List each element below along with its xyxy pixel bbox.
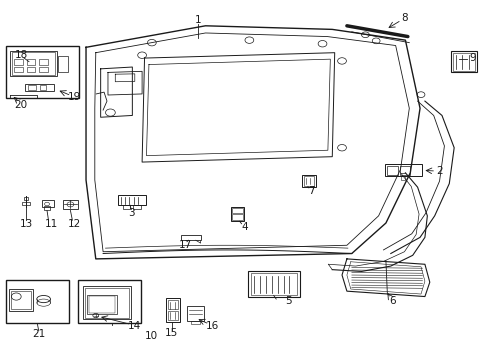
Bar <box>399 166 409 175</box>
Bar <box>39 67 47 72</box>
Bar <box>82 286 131 319</box>
Bar <box>232 208 243 213</box>
Bar <box>27 85 36 90</box>
Bar <box>89 296 115 313</box>
Bar <box>118 195 146 205</box>
Bar <box>5 280 69 323</box>
Bar <box>25 84 54 91</box>
Text: 19: 19 <box>68 92 81 102</box>
Text: 7: 7 <box>307 186 314 197</box>
Text: 21: 21 <box>32 329 45 339</box>
Bar <box>384 164 421 176</box>
Bar <box>40 85 45 90</box>
Bar <box>26 67 35 72</box>
Text: 15: 15 <box>164 328 178 338</box>
Bar <box>133 205 141 210</box>
Bar <box>166 298 180 321</box>
Bar <box>11 291 31 309</box>
Text: 20: 20 <box>15 100 28 110</box>
Text: 4: 4 <box>241 222 247 232</box>
Bar <box>232 215 243 220</box>
Text: 8: 8 <box>400 13 407 23</box>
Text: 10: 10 <box>145 331 158 341</box>
Bar <box>63 200 78 209</box>
Text: 3: 3 <box>128 208 134 218</box>
Bar <box>14 67 23 72</box>
Text: 2: 2 <box>435 166 442 176</box>
Bar <box>386 166 397 175</box>
Text: 1: 1 <box>194 15 201 26</box>
Text: 5: 5 <box>285 296 291 306</box>
Bar <box>10 51 57 76</box>
Bar <box>41 201 54 207</box>
Bar <box>186 306 203 320</box>
Bar <box>190 320 199 324</box>
Text: 14: 14 <box>128 321 141 331</box>
Bar <box>168 301 178 310</box>
Bar <box>450 51 476 72</box>
Bar <box>22 202 30 205</box>
Text: 16: 16 <box>206 321 219 331</box>
Bar <box>14 59 23 64</box>
Bar <box>84 288 129 318</box>
Bar <box>122 205 130 210</box>
Text: 18: 18 <box>15 50 28 60</box>
Text: 9: 9 <box>468 53 475 63</box>
Bar <box>39 59 47 64</box>
Bar <box>9 289 33 311</box>
Bar <box>452 53 474 71</box>
Bar <box>87 295 117 315</box>
Bar <box>250 273 297 295</box>
Bar <box>400 176 404 180</box>
Bar <box>168 311 178 320</box>
Text: 11: 11 <box>45 219 59 229</box>
Bar <box>248 271 299 297</box>
Bar <box>303 176 314 186</box>
Bar <box>58 56 68 72</box>
Text: 6: 6 <box>388 296 395 306</box>
Bar <box>181 234 200 240</box>
Bar <box>302 175 315 187</box>
Text: 17: 17 <box>178 240 191 250</box>
Bar <box>44 206 50 211</box>
Bar <box>78 280 141 323</box>
Bar <box>23 197 28 201</box>
Bar <box>26 59 35 64</box>
Bar <box>230 207 244 221</box>
Bar <box>5 45 79 98</box>
Text: 13: 13 <box>20 219 33 229</box>
Bar <box>12 52 55 75</box>
Text: 12: 12 <box>68 219 81 229</box>
